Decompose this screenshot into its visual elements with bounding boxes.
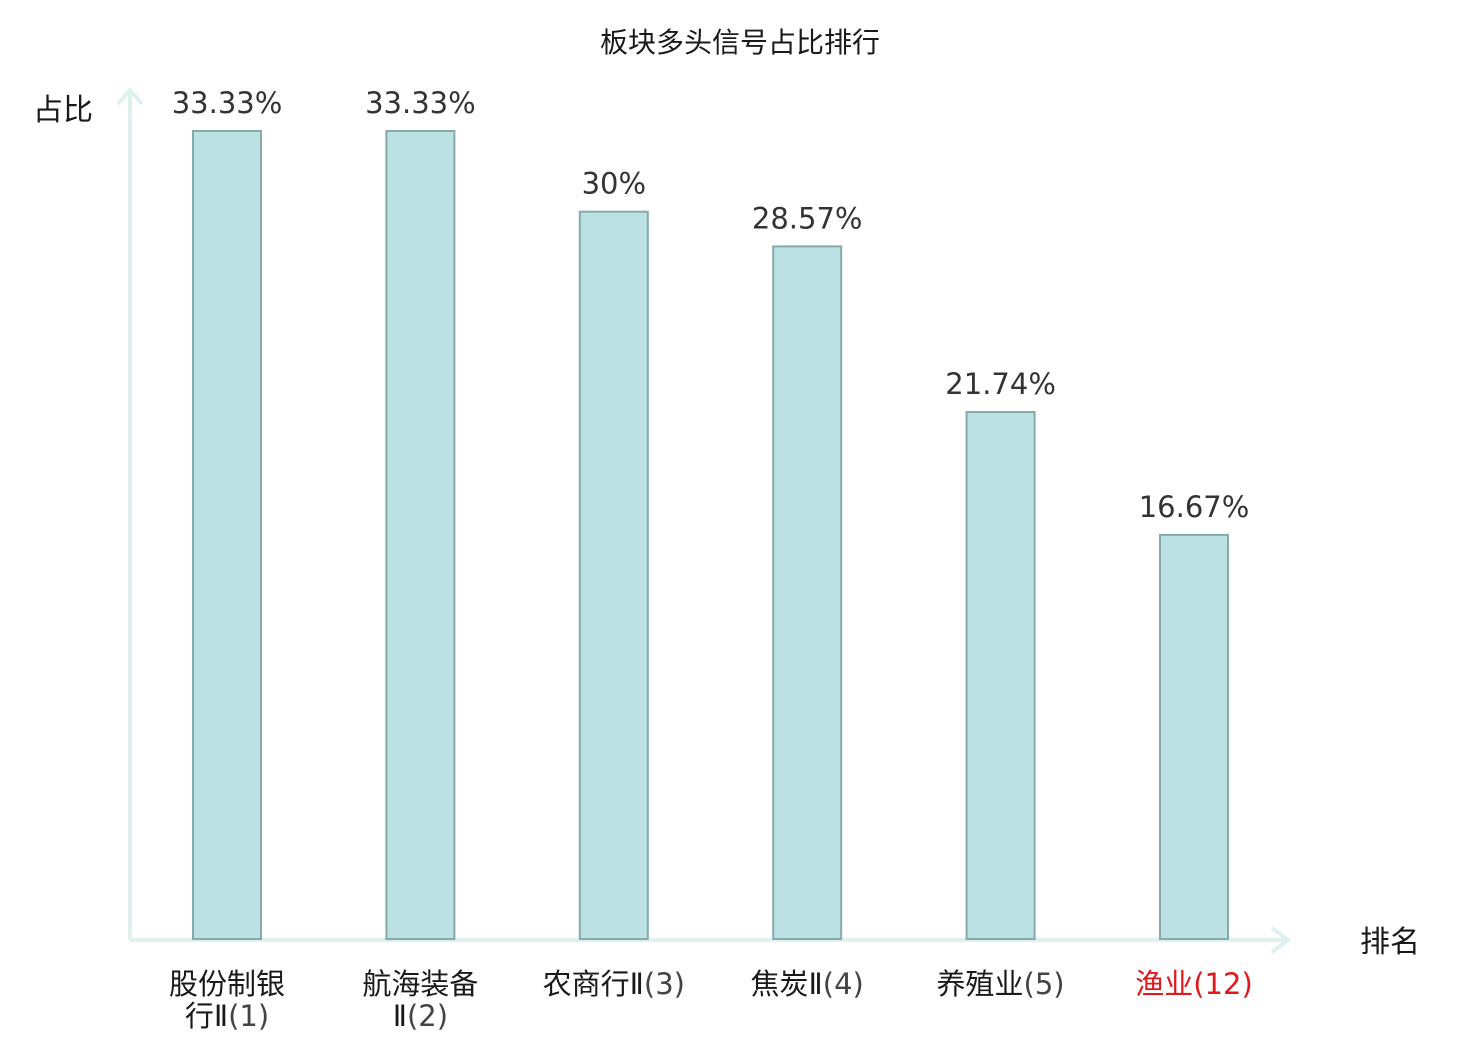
value-label-4: 28.57% — [752, 201, 863, 235]
category-label-6: 渔业(12) — [1135, 967, 1253, 1001]
x-axis-arrow-icon — [1270, 926, 1292, 954]
bars-group — [192, 130, 1229, 941]
value-label-3: 30% — [582, 167, 646, 201]
value-labels-group: 33.33% 33.33% 30% 28.57% 21.74% 16.67% — [172, 86, 1250, 524]
value-label-2: 33.33% — [365, 86, 476, 120]
bar-2 — [385, 130, 456, 940]
bar-6 — [1159, 533, 1229, 941]
y-axis-arrow-icon — [116, 86, 144, 106]
chart-title: 板块多头信号占比排行 — [600, 26, 880, 59]
category-label-4: 焦炭Ⅱ(4) — [751, 967, 864, 1001]
category-label-1: 股份制银行Ⅱ(1) — [169, 967, 285, 1033]
category-label-3: 农商行Ⅱ(3) — [543, 967, 685, 1001]
value-label-5: 21.74% — [945, 367, 1056, 401]
value-label-6: 16.67% — [1139, 490, 1250, 524]
bar-5 — [965, 411, 1036, 940]
value-label-1: 33.33% — [172, 86, 283, 120]
category-label-2: 航海装备 Ⅱ(2) — [362, 967, 478, 1033]
category-label-5: 养殖业(5) — [937, 967, 1065, 1001]
bar-3 — [578, 210, 649, 940]
y-axis-label: 占比 — [33, 93, 93, 128]
x-axis-label: 排名 — [1360, 925, 1420, 960]
bar-1 — [192, 130, 262, 940]
category-labels-group: 股份制银行Ⅱ(1) 航海装备 Ⅱ(2) 农商行Ⅱ(3) 焦炭Ⅱ(4) 养殖业(5) 渔业(1… — [169, 967, 1253, 1033]
bar-4 — [772, 245, 843, 940]
